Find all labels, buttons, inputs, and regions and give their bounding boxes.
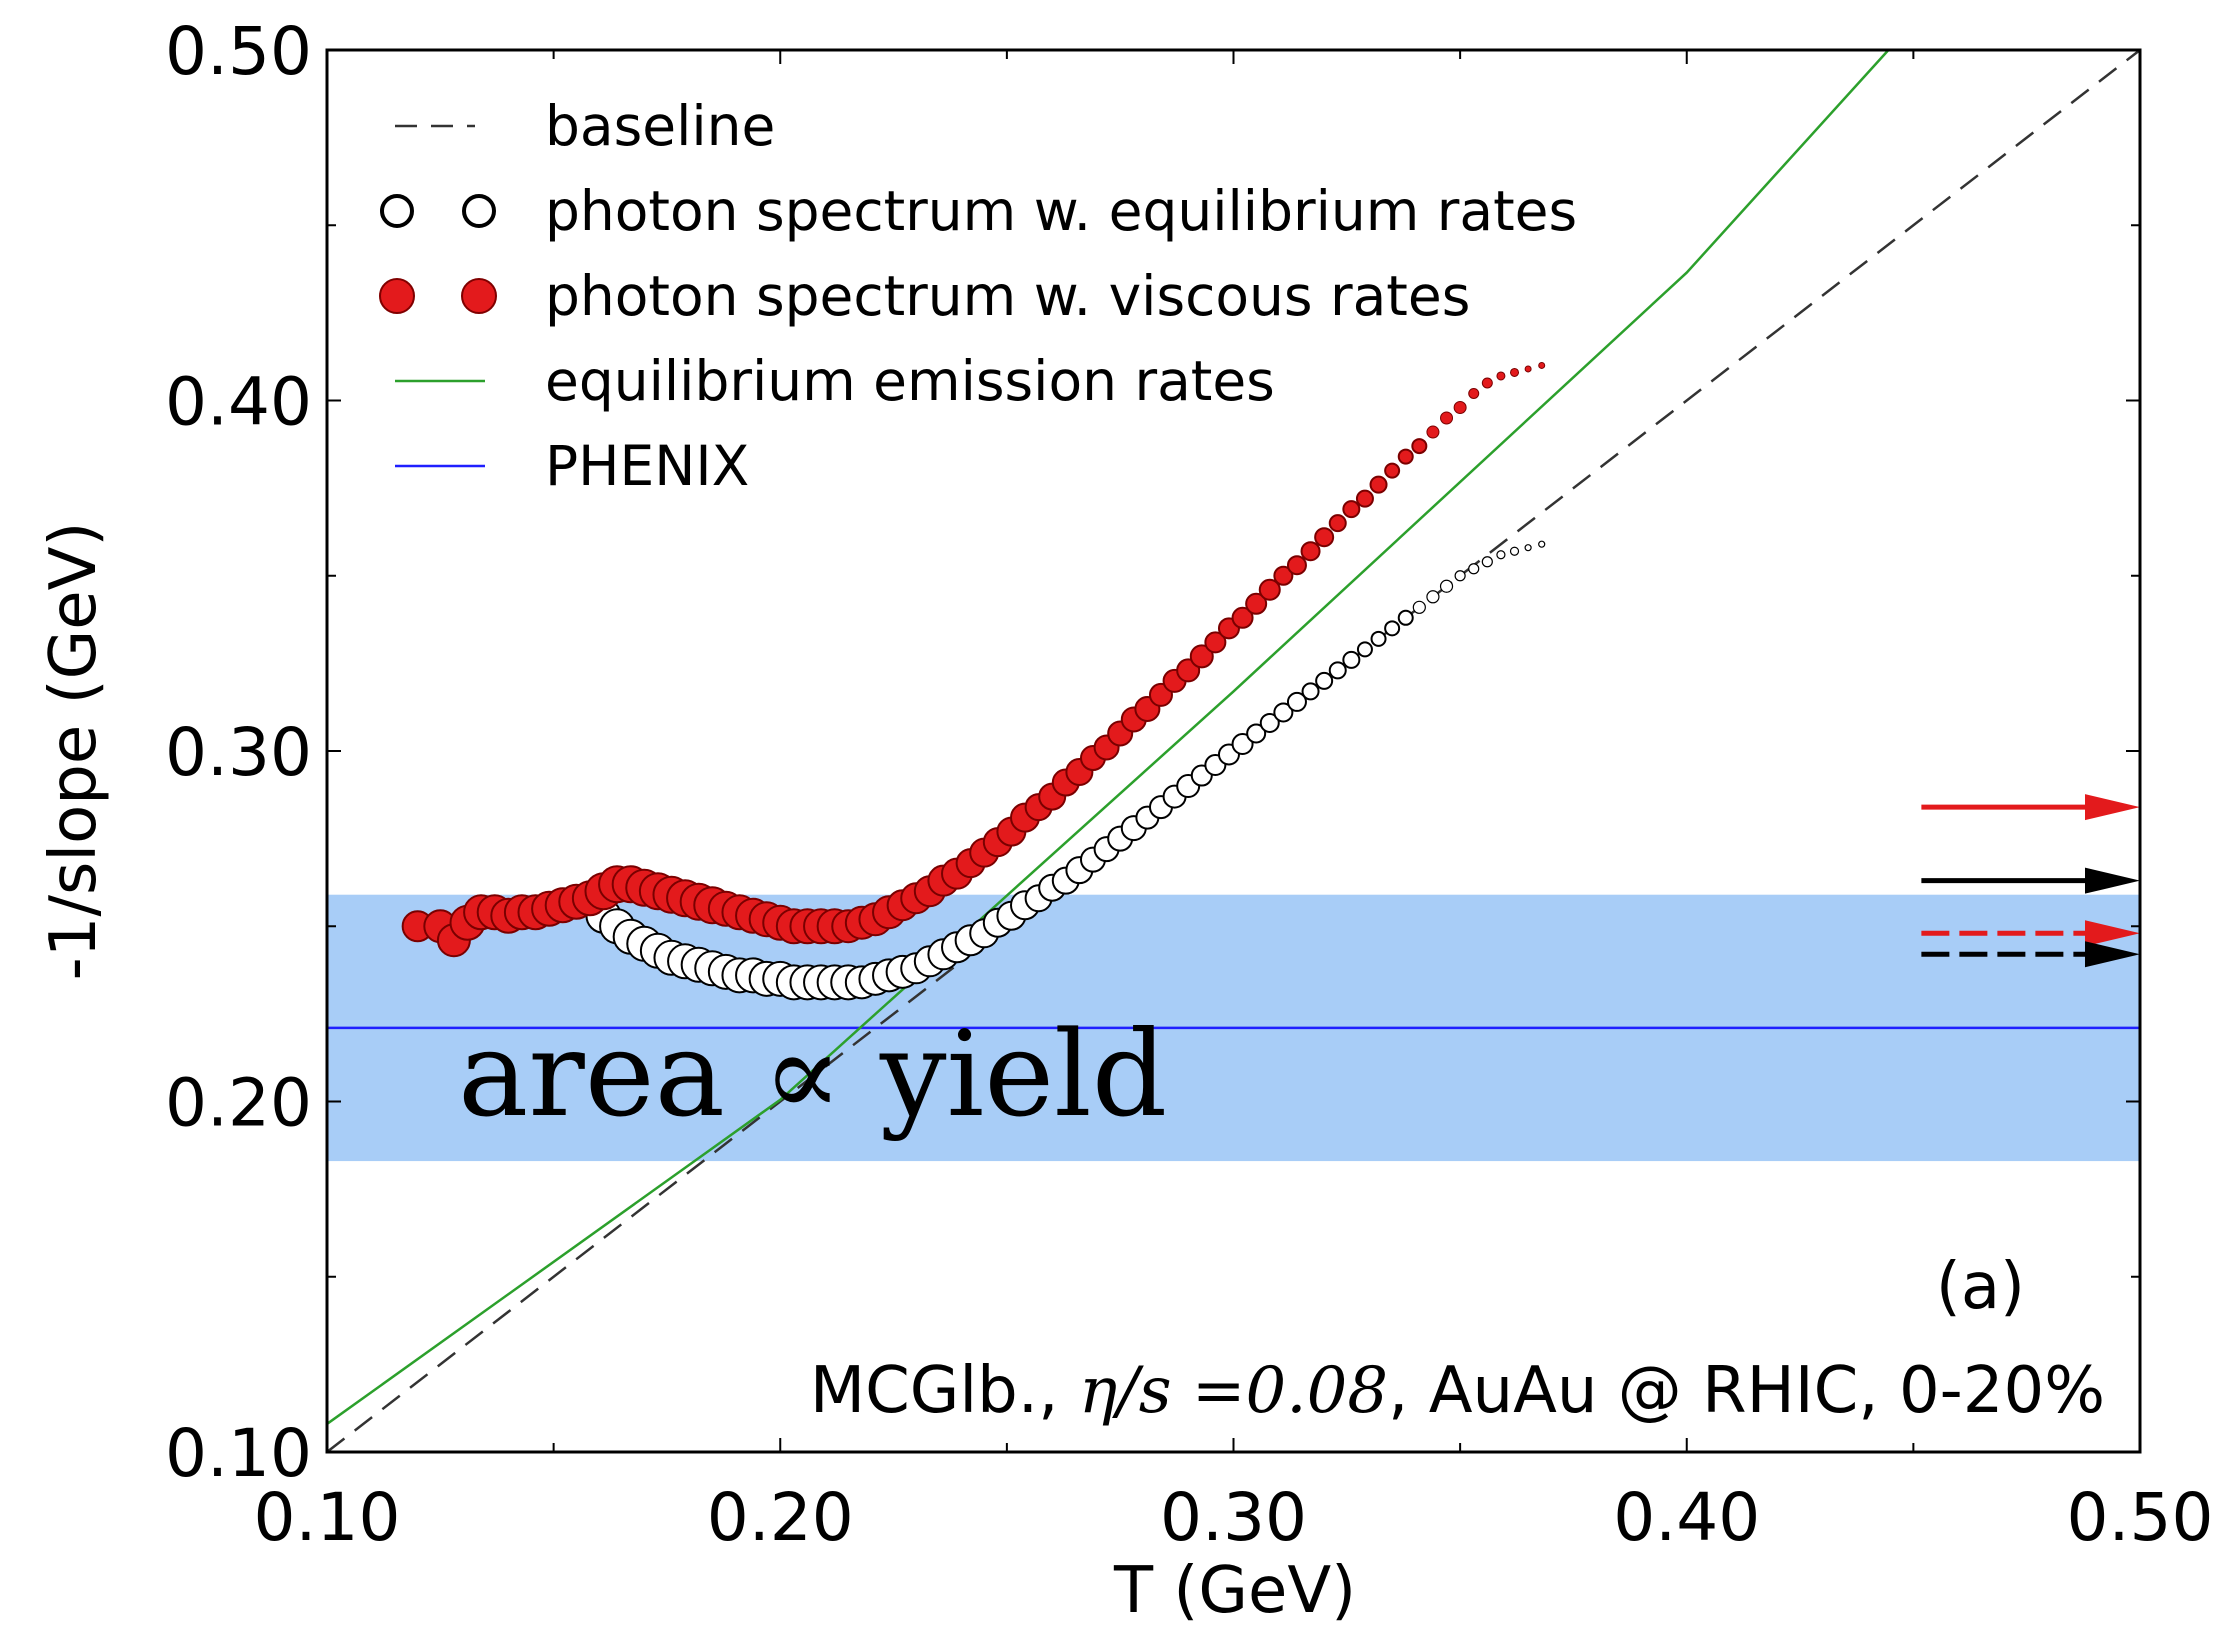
series-layer: [401, 361, 1546, 1001]
legend-label-viscous-spectrum: photon spectrum w. viscous rates: [545, 264, 1470, 328]
y-tick-label: 0.30: [165, 714, 312, 791]
equilibrium-spectrum-point: [1439, 579, 1454, 593]
equilibrium-spectrum-point: [1273, 702, 1294, 723]
baseline-line: [327, 50, 2140, 1452]
equilibrium-spectrum-point: [1370, 630, 1387, 647]
caption-prefix: MCGlb.,: [810, 1354, 1079, 1428]
viscous-spectrum-point: [1453, 401, 1467, 415]
viscous-spectrum-point: [1481, 377, 1493, 389]
x-tick-label: 0.40: [1613, 1479, 1760, 1556]
legend-open-circle-2: [462, 194, 496, 228]
black-dashed-arrow-head: [2085, 941, 2140, 968]
caption-math: η/s =0.08: [1079, 1354, 1388, 1428]
viscous-spectrum-point: [1411, 438, 1428, 455]
arrow-layer: [1921, 794, 2140, 968]
equilibrium-spectrum-point: [1315, 671, 1334, 690]
equilibrium-spectrum-point: [1231, 732, 1254, 755]
equilibrium-spectrum-point: [1426, 590, 1440, 604]
equilibrium-spectrum-point: [1301, 682, 1320, 701]
panel-label: (a): [1936, 1250, 2025, 1324]
equilibrium-spectrum-point: [1454, 570, 1466, 582]
black-dashed-arrow: [1921, 941, 2140, 968]
y-tick-label: 0.10: [165, 1415, 312, 1492]
viscous-spectrum-point: [1273, 565, 1294, 586]
tick-layer: 0.10 0.20 0.30 0.40 0.50 0.10 0.20 0.30 0.40 0.50: [165, 13, 2213, 1556]
legend-label-equilibrium-rates: equilibrium emission rates: [545, 349, 1275, 413]
viscous-spectrum-point: [1258, 578, 1281, 601]
viscous-spectrum-point: [1538, 361, 1546, 369]
legend-filled-circle-2: [461, 278, 497, 314]
area-yield-annotation: area ∝ yield: [458, 1005, 1167, 1143]
equilibrium-spectrum-point: [1524, 544, 1532, 552]
viscous-spectrum-point: [1468, 387, 1480, 399]
viscous-spectrum-point: [1314, 527, 1335, 548]
equilibrium-spectrum-point: [1286, 691, 1307, 712]
red-solid-arrow-head: [2085, 794, 2140, 821]
viscous-spectrum-point: [1426, 425, 1440, 439]
equilibrium-spectrum-point: [1412, 600, 1426, 614]
x-tick-label: 0.20: [707, 1479, 854, 1556]
viscous-spectrum-point: [1510, 367, 1520, 377]
red-solid-arrow: [1921, 794, 2140, 821]
equilibrium-spectrum-points: [572, 540, 1546, 1001]
y-tick-label: 0.50: [165, 13, 312, 90]
legend-label-baseline: baseline: [545, 94, 775, 158]
viscous-spectrum-point: [1286, 555, 1307, 576]
x-tick-label: 0.30: [1160, 1479, 1307, 1556]
red-dashed-arrow: [1921, 920, 2140, 947]
equilibrium-spectrum-point: [1397, 609, 1414, 626]
equilibrium-spectrum-point: [1384, 620, 1401, 637]
x-tick-label: 0.10: [254, 1479, 401, 1556]
caption-suffix: , AuAu @ RHIC, 0-20%: [1388, 1354, 2105, 1428]
black-solid-arrow: [1921, 867, 2140, 894]
caption: MCGlb., η/s =0.08, AuAu @ RHIC, 0-20%: [810, 1354, 2105, 1428]
equilibrium-spectrum-point: [1538, 540, 1546, 548]
viscous-spectrum-point: [1397, 448, 1414, 465]
equilibrium-emission-rates-line: [327, 50, 1890, 1425]
viscous-spectrum-point: [1496, 371, 1506, 381]
x-tick-label: 0.50: [2067, 1479, 2214, 1556]
viscous-spectrum-point: [1328, 514, 1347, 533]
legend-label-phenix: PHENIX: [545, 434, 749, 498]
legend: baseline photon spectrum w. equilibrium …: [379, 94, 1577, 498]
equilibrium-spectrum-point: [1509, 546, 1520, 556]
viscous-spectrum-point: [1355, 489, 1374, 508]
legend-filled-circle-1: [379, 278, 415, 314]
y-tick-label: 0.40: [165, 364, 312, 441]
x-axis-label: T (GeV): [1113, 1554, 1356, 1628]
viscous-spectrum-point: [1231, 606, 1254, 629]
legend-open-circle-1: [380, 194, 414, 228]
black-solid-arrow-head: [2085, 867, 2140, 894]
viscous-spectrum-point: [1300, 541, 1321, 562]
equilibrium-spectrum-point: [1496, 550, 1506, 560]
y-tick-label: 0.20: [165, 1065, 312, 1142]
viscous-spectrum-point: [1204, 631, 1227, 654]
viscous-spectrum-point: [1384, 462, 1401, 479]
equilibrium-spectrum-point: [1342, 650, 1361, 669]
viscous-spectrum-points: [401, 361, 1546, 958]
viscous-spectrum-point: [1524, 365, 1532, 373]
equilibrium-spectrum-point: [1356, 641, 1373, 658]
y-axis-label: -1/slope (GeV): [37, 522, 111, 981]
equilibrium-spectrum-point: [1259, 712, 1280, 733]
equilibrium-spectrum-point: [1481, 556, 1493, 568]
viscous-spectrum-point: [1245, 592, 1268, 615]
viscous-spectrum-point: [1369, 475, 1388, 494]
equilibrium-spectrum-point: [1246, 723, 1267, 744]
equilibrium-spectrum-point: [1468, 563, 1480, 575]
viscous-spectrum-point: [1189, 644, 1214, 669]
viscous-spectrum-point: [1440, 411, 1454, 425]
equilibrium-spectrum-point: [1328, 661, 1347, 680]
red-dashed-arrow-head: [2085, 920, 2140, 947]
legend-label-equilibrium-spectrum: photon spectrum w. equilibrium rates: [545, 179, 1577, 243]
viscous-spectrum-point: [1342, 500, 1361, 519]
